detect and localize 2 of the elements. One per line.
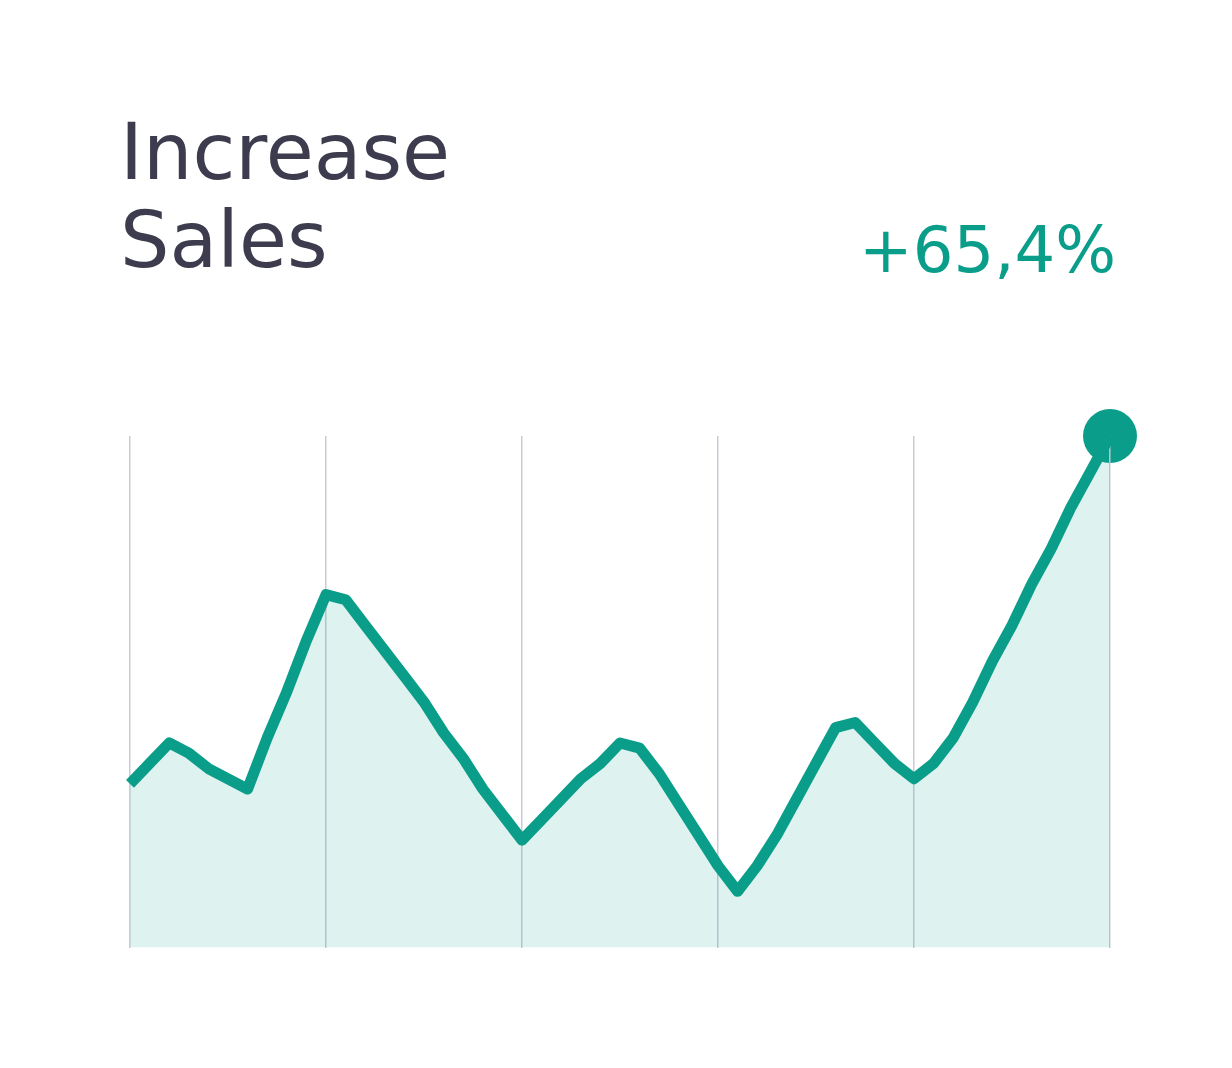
chart-title: Increase Sales	[120, 107, 452, 285]
text: +65,4%	[859, 213, 1116, 287]
